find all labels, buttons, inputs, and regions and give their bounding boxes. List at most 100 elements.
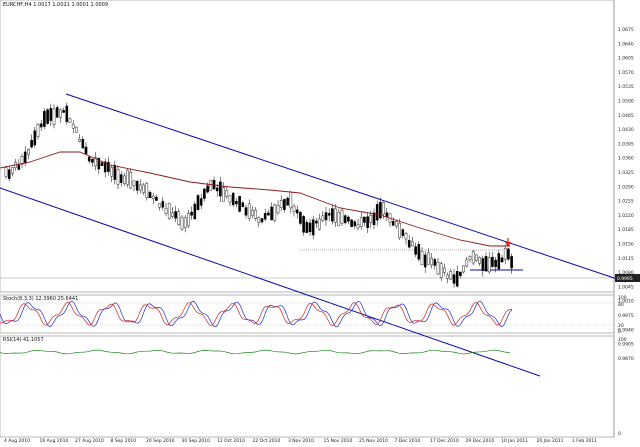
candle-body bbox=[148, 192, 152, 199]
candle-body bbox=[36, 124, 40, 138]
candle-body bbox=[17, 164, 21, 170]
candle-body bbox=[183, 217, 187, 228]
candle-body bbox=[177, 211, 181, 226]
candle-body bbox=[132, 180, 136, 186]
time-axis-label: 15 Nov 2010 bbox=[324, 438, 353, 444]
candle-body bbox=[100, 162, 104, 166]
candle-body bbox=[318, 218, 321, 230]
candle-body bbox=[225, 190, 229, 197]
candle-body bbox=[404, 233, 408, 240]
price-scale-label: 1.0605 bbox=[618, 56, 634, 62]
time-axis-label: 1 Feb 2011 bbox=[572, 438, 597, 444]
candle-body bbox=[123, 175, 126, 184]
candle-body bbox=[199, 198, 203, 206]
candle-body bbox=[315, 220, 318, 224]
main-pane-border bbox=[0, 0, 615, 293]
candle-body bbox=[43, 111, 46, 127]
candle-body bbox=[235, 200, 238, 205]
time-axis-label: 8 Sep 2010 bbox=[111, 438, 137, 444]
candle-body bbox=[391, 221, 395, 226]
candle-body bbox=[471, 251, 475, 264]
candle-body bbox=[267, 212, 270, 216]
candle-body bbox=[484, 256, 488, 272]
price-scale-label: 1.0150 bbox=[618, 242, 634, 248]
candle-body bbox=[68, 118, 72, 123]
candle-body bbox=[449, 271, 453, 280]
candle-body bbox=[62, 110, 65, 113]
channel-upper-line[interactable] bbox=[65, 93, 627, 283]
stochastic-header: Stoch(8,3,3) 12.3960 25.6441 bbox=[3, 296, 79, 302]
price-scale-label: 0.9905 bbox=[618, 342, 634, 348]
candle-body bbox=[436, 261, 440, 275]
candle-body bbox=[279, 200, 283, 208]
rsi-pane-border bbox=[0, 335, 615, 438]
stochastic-signal-line bbox=[0, 301, 513, 327]
price-scale-label: 0.9870 bbox=[618, 356, 634, 362]
price-scale-label: 1.0675 bbox=[618, 27, 634, 33]
candle-body bbox=[263, 213, 267, 220]
candle-body bbox=[110, 167, 113, 177]
time-axis-label: 20 Jan 2011 bbox=[537, 438, 564, 444]
price-scale-label: 1.0640 bbox=[618, 41, 634, 47]
channel-lower-line[interactable] bbox=[0, 187, 541, 377]
candle-body bbox=[139, 184, 142, 191]
time-axis-label: 17 Dec 2010 bbox=[430, 438, 459, 444]
time-axis-label: 10 Jan 2011 bbox=[501, 438, 528, 444]
time-axis-label: 30 Sep 2010 bbox=[182, 438, 211, 444]
candle-body bbox=[231, 192, 235, 206]
current-price-text: 0.9995 bbox=[617, 276, 633, 282]
candle-body bbox=[356, 224, 360, 229]
candle-body bbox=[91, 158, 94, 163]
candle-body bbox=[289, 192, 293, 209]
stoch-scale-100: 100 bbox=[618, 295, 627, 301]
candle-body bbox=[414, 246, 417, 255]
candlesticks bbox=[4, 102, 513, 288]
candle-body bbox=[84, 146, 88, 155]
time-axis-label: 25 Nov 2010 bbox=[359, 438, 388, 444]
candle-body bbox=[260, 218, 264, 223]
candle-body bbox=[190, 211, 193, 216]
candle-body bbox=[78, 138, 81, 142]
candle-body bbox=[4, 167, 8, 177]
candle-body bbox=[353, 221, 357, 227]
time-axis-label: 20 Sep 2010 bbox=[146, 438, 175, 444]
candle-body bbox=[420, 251, 424, 265]
candle-body bbox=[427, 252, 430, 265]
candle-body bbox=[334, 208, 337, 223]
candle-body bbox=[468, 256, 472, 260]
time-axis-label: 7 Dec 2010 bbox=[395, 438, 421, 444]
candle-body bbox=[33, 130, 37, 146]
time-axis-label: 27 Aug 2010 bbox=[75, 438, 104, 444]
candle-body bbox=[321, 215, 325, 221]
candle-body bbox=[158, 203, 161, 208]
candle-body bbox=[379, 202, 382, 219]
candle-body bbox=[247, 203, 251, 219]
candle-body bbox=[359, 217, 363, 227]
candle-body bbox=[238, 196, 241, 212]
candle-body bbox=[327, 213, 331, 216]
candle-body bbox=[382, 202, 385, 215]
candle-body bbox=[465, 259, 469, 267]
time-axis-label: 16 Aug 2010 bbox=[40, 438, 69, 444]
current-price-tag bbox=[615, 274, 640, 282]
candle-body bbox=[116, 169, 120, 185]
stoch-scale-80: 80 bbox=[618, 302, 624, 308]
candle-body bbox=[203, 188, 206, 199]
candle-body bbox=[52, 108, 56, 125]
candle-body bbox=[286, 197, 289, 206]
price-scale-label: 1.0290 bbox=[618, 184, 634, 190]
candle-body bbox=[478, 257, 481, 264]
candle-body bbox=[87, 156, 91, 162]
candle-body bbox=[187, 213, 190, 227]
time-axis-label: 4 Aug 2010 bbox=[4, 438, 30, 444]
candle-body bbox=[446, 274, 449, 279]
moving-average-line bbox=[0, 151, 510, 247]
candle-body bbox=[219, 181, 222, 197]
candle-body bbox=[20, 156, 24, 165]
candle-body bbox=[193, 203, 197, 220]
price-scale-label: 1.0045 bbox=[618, 284, 634, 290]
candle-body bbox=[103, 161, 107, 173]
candle-body bbox=[27, 149, 30, 155]
